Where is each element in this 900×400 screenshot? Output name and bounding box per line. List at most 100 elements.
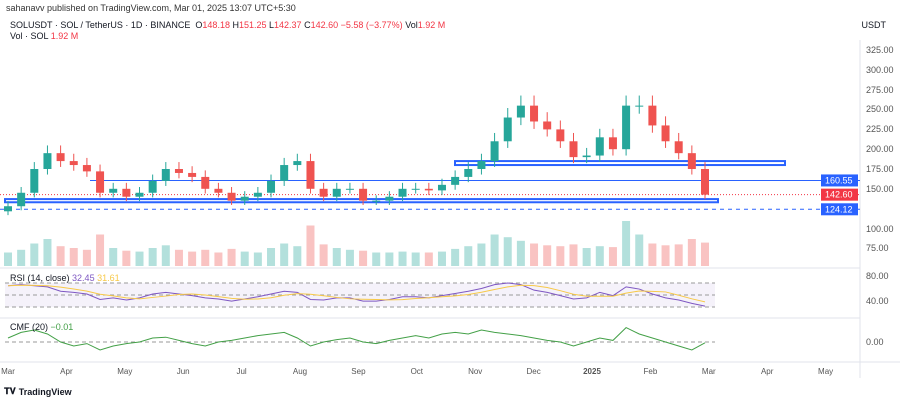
candle-body (306, 161, 315, 189)
tradingview-logo[interactable]: 𝐓𝐕 TradingView (4, 386, 72, 397)
candle-body (437, 184, 446, 191)
candle-body (359, 188, 368, 201)
volume-bar (188, 251, 197, 266)
cmf-legend: CMF (20) −0.01 (10, 322, 73, 332)
volume-bar (174, 249, 183, 266)
volume-bar (267, 248, 276, 266)
candle-body (464, 169, 473, 177)
volume-bar (332, 248, 341, 266)
rsi-legend: RSI (14, close) 32.45 31.61 (10, 273, 120, 283)
high-value: 151.25 (238, 20, 267, 30)
candle-body (17, 192, 26, 207)
candle-body (174, 169, 183, 173)
x-tick-label: Mar (702, 367, 716, 376)
candle-body (4, 206, 12, 212)
x-tick-label: May (818, 367, 833, 376)
high-label: H (232, 20, 239, 30)
candle-body (385, 196, 394, 201)
volume-bar (253, 252, 262, 266)
volume-bar (595, 246, 604, 266)
price-label-bg (821, 203, 858, 216)
candle-body (451, 176, 460, 185)
volume-bar (280, 243, 289, 266)
price-label-support: 124.12 (825, 204, 853, 214)
low-label: L (269, 20, 275, 30)
cmf-title: CMF (20) (10, 322, 48, 332)
candle-body (227, 192, 236, 201)
candle-body (135, 192, 144, 197)
candle-body (687, 153, 696, 169)
candle-body (490, 141, 499, 162)
rsi-tick-label: 80.00 (866, 271, 889, 281)
volume-bar (56, 246, 65, 266)
candle-body (398, 188, 407, 197)
candle-body (701, 169, 709, 195)
volume-bar (148, 248, 157, 266)
y-tick-label: 200.00 (866, 144, 894, 154)
candle-body (674, 141, 683, 154)
candle-body (69, 161, 78, 166)
x-tick-label: Oct (411, 367, 424, 376)
volume-bar (122, 250, 131, 266)
volume-bar (556, 246, 565, 266)
x-tick-label: Dec (526, 367, 540, 376)
candle-body (56, 153, 65, 162)
rsi-ma-line (7, 284, 706, 303)
volume-bar (635, 234, 644, 266)
cmf-tick-label: 0.00 (866, 337, 884, 347)
candle-body (332, 188, 341, 197)
candle-body (622, 105, 631, 150)
candle-body (503, 117, 512, 142)
candle-body (411, 188, 420, 190)
candle-body (582, 155, 591, 158)
volume-bar (437, 251, 446, 266)
y-tick-label: 175.00 (866, 164, 894, 174)
volume-bar (135, 251, 144, 266)
volume-bar (372, 252, 381, 266)
x-tick-label: Mar (1, 367, 15, 376)
volume-bar (661, 245, 670, 266)
volume-series-label: Vol · SOL (10, 31, 49, 41)
y-tick-label: 275.00 (866, 85, 894, 95)
x-tick-label: Feb (644, 367, 658, 376)
volume-bar (345, 249, 354, 266)
volume-bar (69, 248, 78, 266)
volume-bar (240, 251, 249, 266)
volume-bar (516, 240, 525, 266)
volume-bar (306, 225, 315, 266)
candle-body (424, 188, 433, 191)
y-tick-label: 250.00 (866, 104, 894, 114)
cmf-line (7, 326, 706, 351)
currency-unit: USDT (861, 20, 887, 30)
volume-bar (464, 246, 473, 266)
candle-body (608, 137, 617, 150)
cmf-value: −0.01 (50, 322, 74, 332)
volume-bar (82, 249, 91, 266)
publisher-line: sahanavv published on TradingView.com, M… (6, 3, 296, 13)
x-tick-label: Apr (60, 367, 73, 376)
volume-bar (569, 244, 578, 266)
volume-bar (359, 250, 368, 266)
volume-bar (214, 252, 223, 266)
open-value: 148.18 (202, 20, 230, 30)
price-label-bg (821, 174, 858, 187)
low-value: 142.37 (274, 20, 302, 30)
volume-bar (43, 239, 52, 266)
symbol[interactable]: SOLUSDT · SOL / TetherUS · 1D · BINANCE (10, 20, 191, 30)
volume-bar (411, 252, 420, 266)
volume-bar (424, 252, 433, 266)
y-tick-label: 325.00 (866, 45, 894, 55)
volume-bar (201, 249, 210, 266)
x-tick-label: 2025 (583, 367, 601, 376)
close-label: C (304, 20, 311, 30)
vol-label: Vol (405, 20, 418, 30)
x-tick-label: Apr (761, 367, 774, 376)
candle-body (201, 176, 210, 189)
volume-bar (490, 234, 499, 266)
support-resistance-zone (454, 160, 786, 167)
candle-body (319, 188, 328, 197)
x-tick-label: Jul (236, 367, 246, 376)
candle-body (161, 169, 170, 181)
volume-bar (398, 251, 407, 266)
